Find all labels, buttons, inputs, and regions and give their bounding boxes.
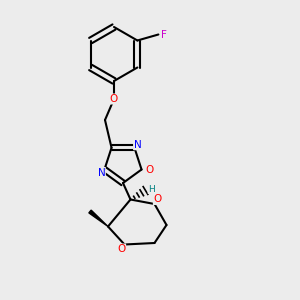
Text: H: H [148,184,155,194]
Text: N: N [98,167,105,178]
Text: O: O [117,244,126,254]
Text: F: F [161,29,167,40]
Text: N: N [134,140,141,150]
Text: O: O [145,164,153,175]
Text: O: O [110,94,118,104]
Text: O: O [153,194,162,205]
Polygon shape [89,210,108,226]
